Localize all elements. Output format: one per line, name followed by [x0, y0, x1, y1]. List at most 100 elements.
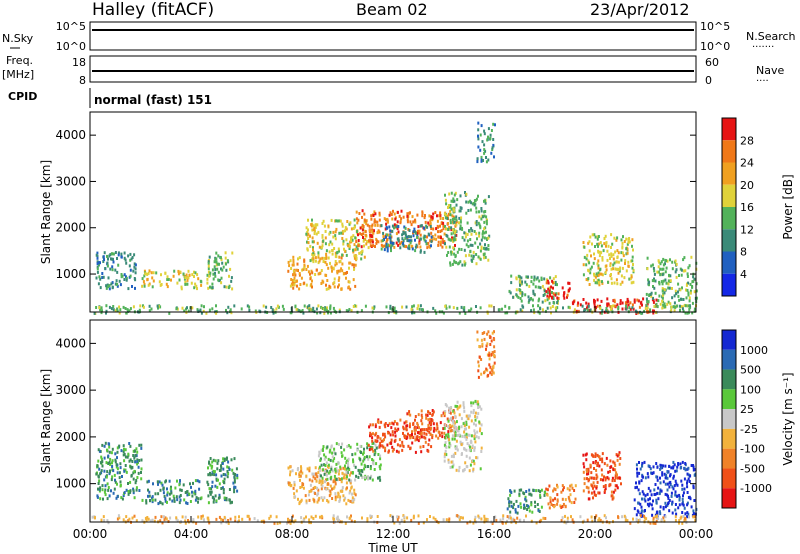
power-cell-5: [435, 237, 438, 241]
power-cell-4: [356, 230, 359, 233]
power-cell-14: [600, 311, 603, 315]
power-cell-3: [321, 256, 324, 260]
power-cell-2: [220, 258, 223, 262]
velocity-cell-3: [311, 472, 314, 476]
power-cell-14: [229, 308, 232, 312]
power-cell-5: [400, 209, 403, 213]
velocity-cell-6: [442, 427, 445, 431]
velocity-cell-6: [418, 431, 421, 435]
velocity-cell-0: [122, 494, 125, 497]
velocity-cell-2: [226, 465, 229, 469]
power-cell-7: [483, 220, 486, 224]
velocity-cell-5: [414, 438, 417, 442]
velocity-cell-6: [406, 435, 409, 439]
velocity-cell-3: [293, 480, 296, 484]
power-cell-1: [155, 271, 158, 275]
velocity-cell-12: [636, 485, 638, 489]
velocity-cell-12: [659, 505, 662, 509]
velocity-cell-3: [341, 486, 344, 490]
power-cell-12: [583, 245, 586, 249]
power-cell-3: [294, 273, 297, 277]
power-cell-12: [627, 260, 630, 264]
velocity-cell-10: [561, 505, 564, 508]
power-cell-6: [424, 239, 427, 243]
velocity-cell-0: [135, 488, 138, 492]
velocity-cell-13: [678, 521, 680, 525]
nsky-strip-frame: [89, 21, 697, 51]
power-cell-7: [447, 206, 449, 209]
power-cell-14: [322, 307, 324, 310]
power-cell-2: [231, 251, 234, 255]
power-cell-12: [630, 259, 633, 263]
velocity-cell-7: [449, 465, 452, 469]
power-cell-3: [338, 269, 341, 273]
velocity-cell-12: [686, 472, 689, 476]
velocity-cell-7: [474, 432, 477, 436]
power-cell-5: [428, 214, 431, 218]
velocity-cell-9: [524, 497, 527, 501]
velocity-cell-13: [146, 516, 149, 519]
velocity-cell-5: [409, 446, 412, 450]
power-cell-5: [396, 220, 399, 224]
power-cell-7: [467, 209, 470, 212]
velocity-cell-11: [585, 452, 588, 456]
power-cell-13: [669, 302, 672, 306]
velocity-cell-9: [513, 489, 516, 493]
velocity-cell-12: [649, 467, 652, 471]
power-cell-7: [484, 210, 487, 213]
power-cell-6: [383, 238, 385, 241]
power-cell-6: [416, 236, 419, 239]
power-cell-5: [431, 235, 434, 238]
power-cell-12: [606, 249, 609, 253]
velocity-xtick-label: 20:00: [578, 527, 613, 541]
power-cell-9: [538, 279, 541, 283]
velocity-cell-4: [330, 445, 333, 449]
velocity-cell-0: [103, 478, 106, 482]
velocity-cell-7: [475, 401, 478, 405]
velocity-cell-0: [119, 466, 122, 470]
velocity-cell-2: [222, 457, 225, 461]
power-cell-7: [473, 199, 476, 203]
power-cell-5: [439, 214, 442, 217]
velocity-cell-1: [197, 500, 199, 504]
power-cell-14: [248, 305, 251, 309]
power-cell-2: [208, 255, 211, 259]
power-cell-0: [125, 276, 128, 280]
power-cell-7: [444, 216, 447, 220]
velocity-cell-1: [169, 487, 172, 491]
nsearch-label: N.Search: [746, 30, 796, 43]
velocity-colorbar-segment: [722, 330, 736, 350]
power-cell-13: [661, 296, 664, 300]
velocity-cell-11: [595, 486, 598, 490]
velocity-cell-13: [652, 519, 655, 522]
velocity-cell-10: [569, 484, 572, 488]
velocity-cell-5: [374, 425, 377, 429]
power-cell-9: [515, 277, 518, 281]
velocity-cell-7: [463, 424, 466, 428]
power-cell-0: [130, 257, 133, 261]
velocity-cell-8: [493, 338, 496, 342]
velocity-cell-8: [476, 330, 479, 334]
power-cell-12: [621, 280, 624, 284]
power-cell-3: [299, 283, 302, 286]
velocity-cell-7: [447, 460, 450, 464]
power-cell-14: [272, 311, 275, 315]
power-cell-12: [624, 262, 626, 265]
power-cell-13: [659, 267, 662, 271]
power-cell-3: [293, 283, 296, 287]
velocity-cell-13: [657, 517, 660, 521]
power-cell-13: [659, 262, 662, 266]
velocity-cell-5: [429, 433, 432, 436]
velocity-cell-11: [587, 490, 590, 494]
velocity-cell-12: [643, 497, 646, 501]
velocity-cell-7: [454, 421, 457, 425]
power-cell-0: [112, 260, 115, 264]
power-cell-5: [434, 211, 437, 214]
velocity-cell-3: [339, 489, 342, 493]
power-cell-7: [464, 191, 466, 194]
velocity-cell-2: [207, 483, 210, 487]
power-cell-14: [442, 311, 445, 315]
power-cell-13: [692, 275, 695, 279]
velocity-cell-6: [405, 428, 408, 432]
power-cell-11: [585, 301, 588, 305]
